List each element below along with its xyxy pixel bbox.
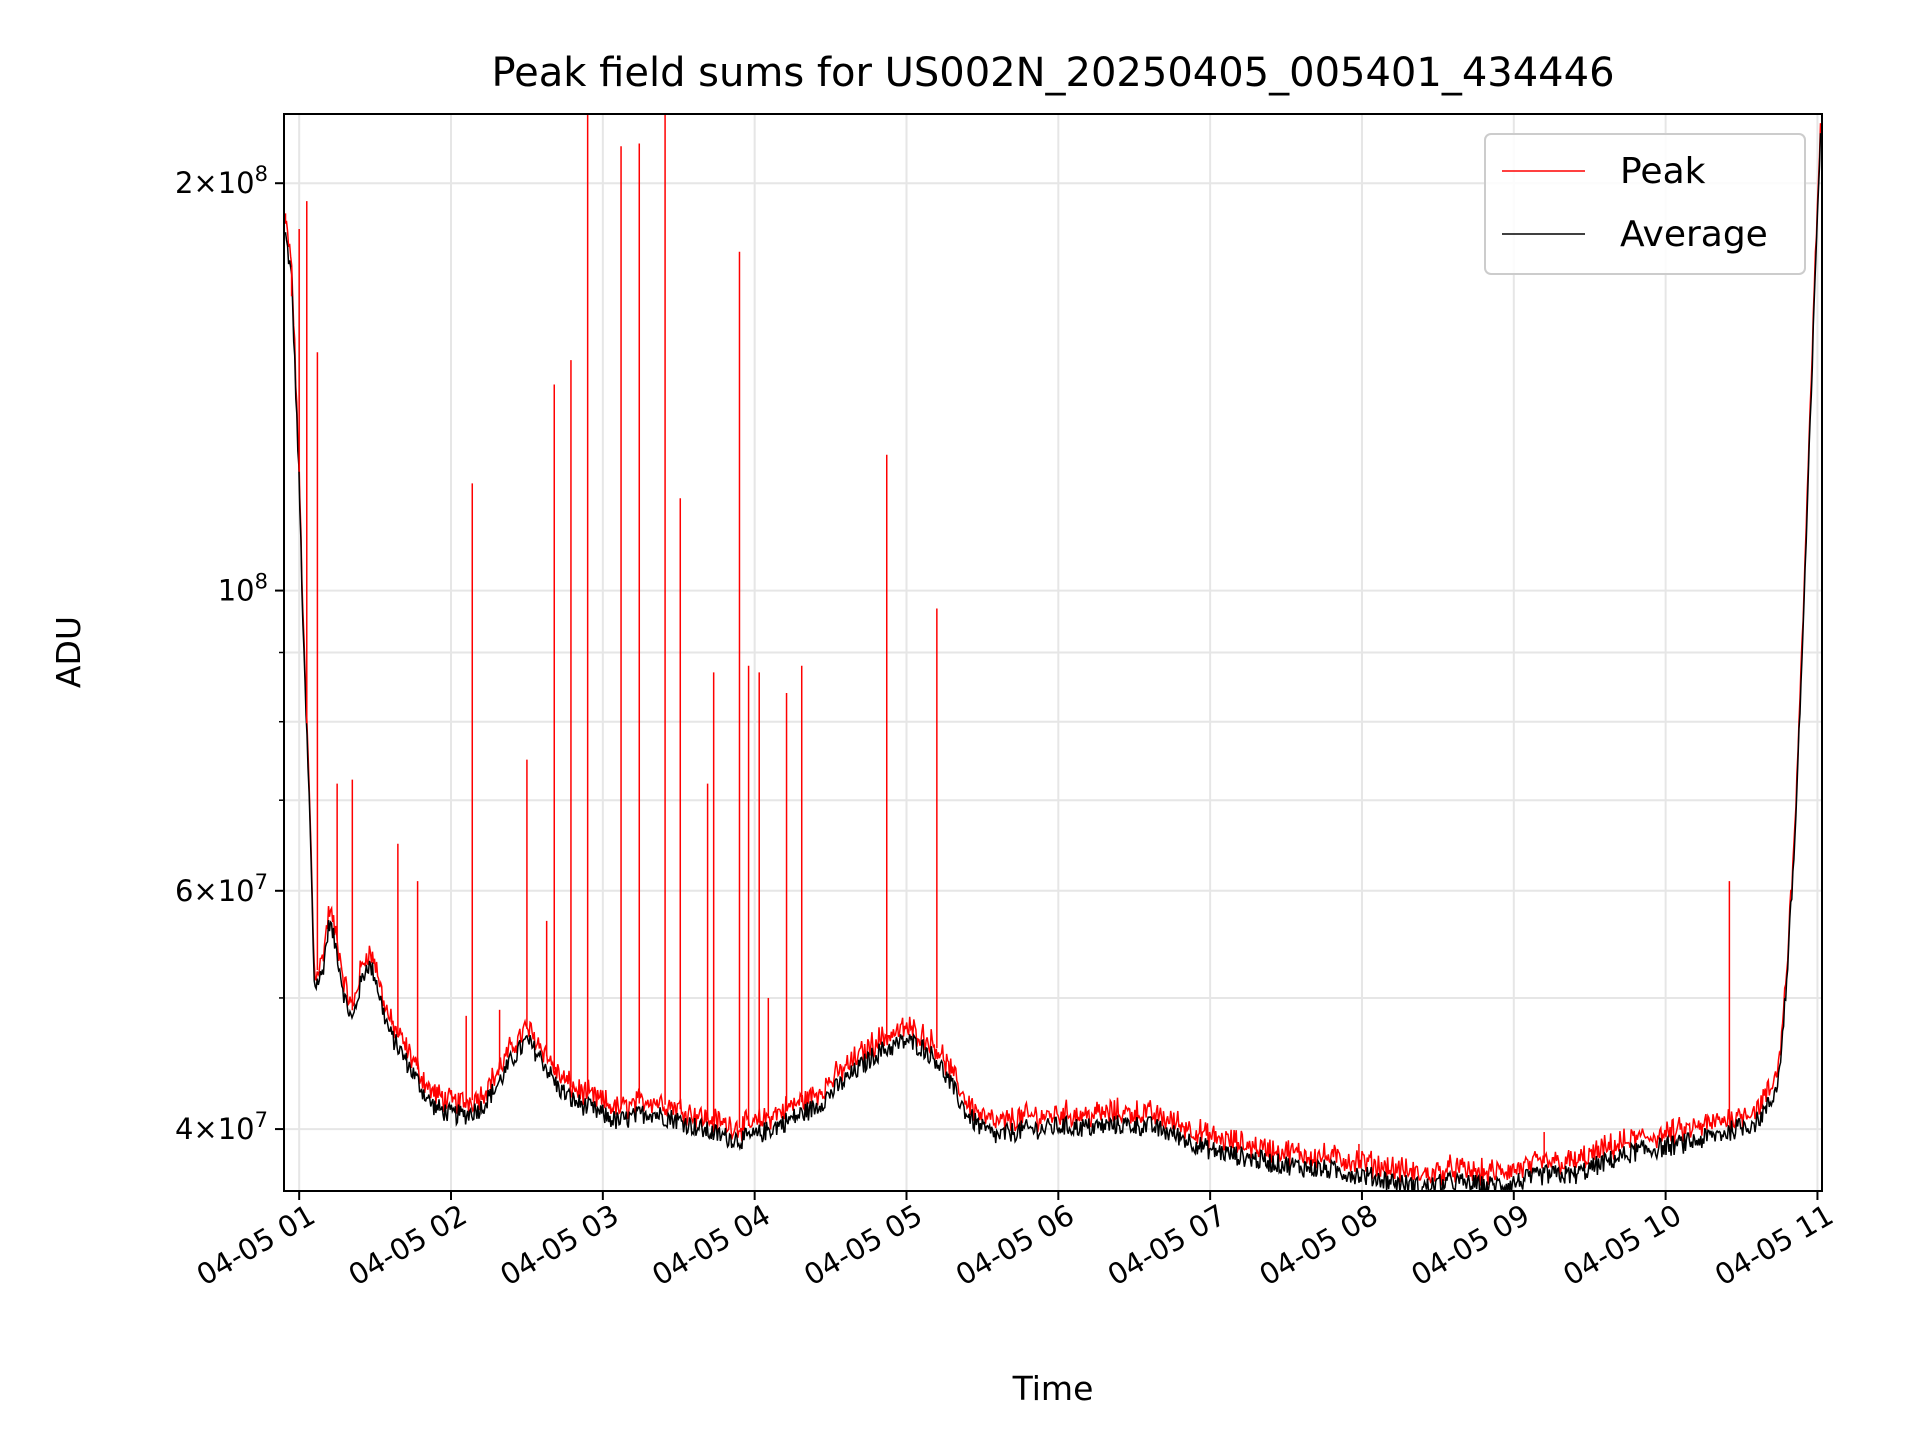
legend: Peak Average (1484, 133, 1806, 275)
legend-peak-label: Peak (1620, 151, 1706, 192)
y-tick-label: 108 (218, 570, 268, 608)
y-axis-title: ADU (49, 616, 88, 688)
y-tick-label: 6×107 (175, 870, 268, 908)
y-tick-label: 2×108 (175, 162, 268, 200)
grid-lines (284, 114, 1822, 1191)
x-axis-title: Time (1012, 1369, 1094, 1408)
plot-series (284, 114, 1822, 1191)
y-tick-label: 4×107 (175, 1108, 268, 1146)
peak-series-line (285, 123, 1822, 1186)
average-series-line (284, 133, 1822, 1191)
chart-title: Peak field sums for US002N_20250405_0054… (491, 50, 1614, 96)
legend-average-label: Average (1620, 214, 1768, 255)
legend-box (1484, 133, 1806, 275)
